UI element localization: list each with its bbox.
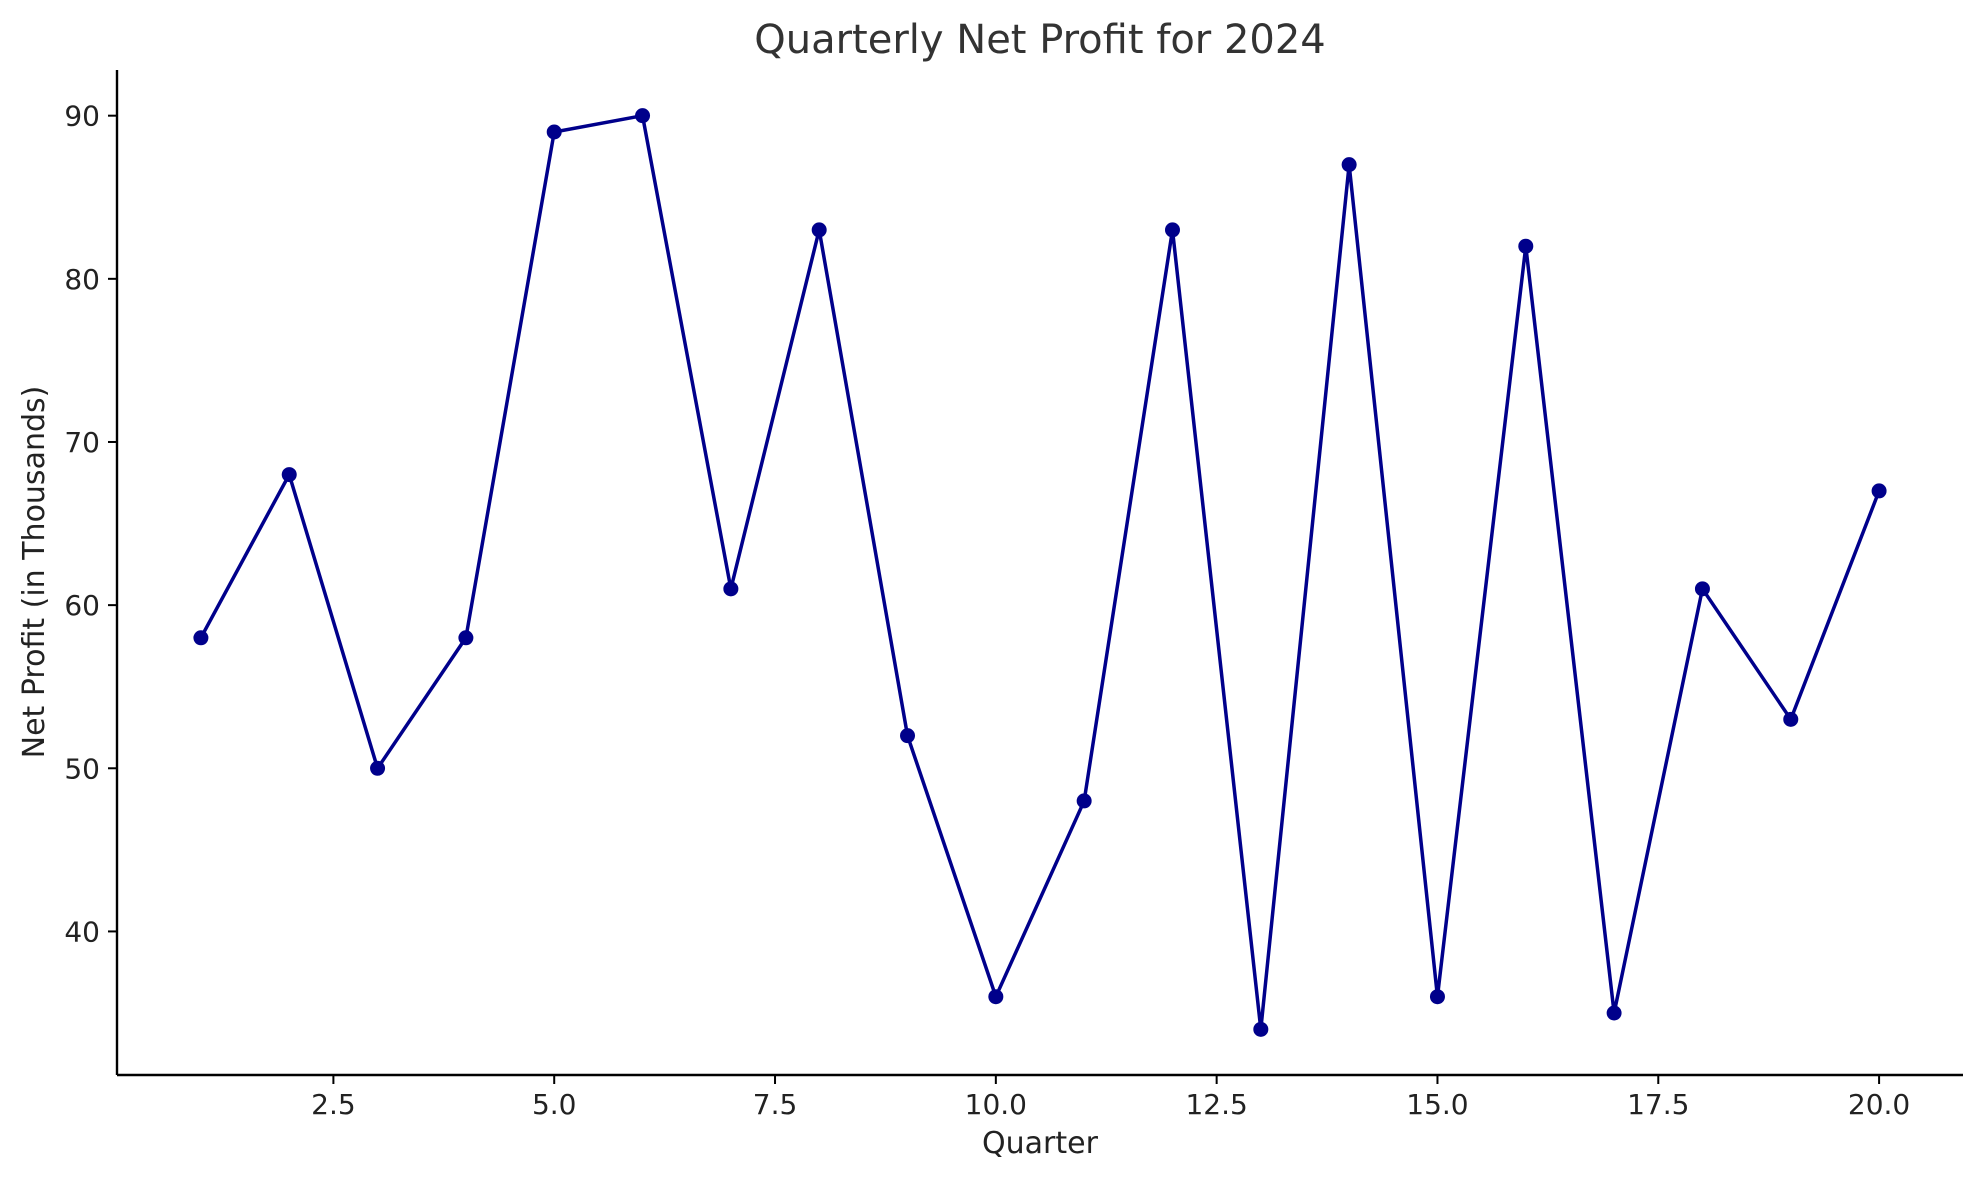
data-point (281, 467, 297, 483)
data-point (1783, 711, 1799, 727)
data-point (1871, 483, 1887, 499)
x-tick-label: 20.0 (1848, 1088, 1910, 1121)
series-line (199, 113, 1881, 1032)
y-tick-label: 50 (64, 752, 100, 785)
y-tick-label: 80 (64, 263, 100, 296)
y-tick-label: 40 (64, 915, 100, 948)
data-point (193, 630, 209, 646)
y-tick-label: 70 (64, 426, 100, 459)
plot-area: 2.5 5.0 7.5 10.0 12.5 15.0 17.5 20.0 40 50 60 70 80 9… (64, 70, 1963, 1121)
x-tick-label: 15.0 (1406, 1088, 1468, 1121)
data-point (370, 760, 386, 776)
x-axis-label: Quarter (982, 1126, 1099, 1161)
data-point (1253, 1021, 1269, 1037)
data-point (723, 581, 739, 597)
x-tick-label: 7.5 (753, 1088, 798, 1121)
y-tick-label: 60 (64, 589, 100, 622)
x-tick-label: 5.0 (532, 1088, 577, 1121)
x-tick-label: 17.5 (1627, 1088, 1689, 1121)
data-point (1341, 157, 1357, 173)
data-point (1694, 581, 1710, 597)
data-point (900, 728, 916, 744)
data-point (1429, 989, 1445, 1005)
y-axis-label: Net Profit (in Thousands) (17, 386, 52, 759)
chart-title: Quarterly Net Profit for 2024 (754, 17, 1326, 63)
data-point (546, 124, 562, 140)
data-point (1606, 1005, 1622, 1021)
data-point (1518, 238, 1534, 254)
data-point (988, 989, 1004, 1005)
x-tick-label: 12.5 (1185, 1088, 1247, 1121)
data-point (635, 108, 651, 124)
x-tick-label: 2.5 (311, 1088, 356, 1121)
data-point (1164, 222, 1180, 238)
x-tick-label: 10.0 (965, 1088, 1027, 1121)
data-point (1076, 793, 1092, 809)
data-point (458, 630, 474, 646)
y-tick-label: 90 (64, 100, 100, 133)
data-point (811, 222, 827, 238)
